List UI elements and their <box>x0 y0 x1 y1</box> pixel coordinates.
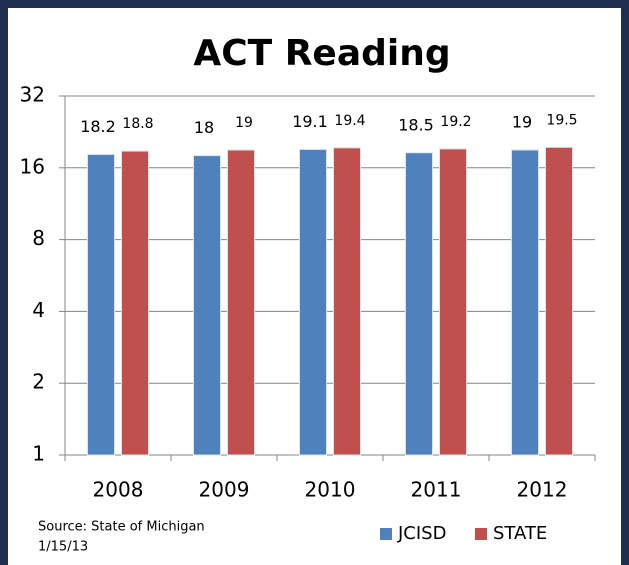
bar <box>227 149 255 456</box>
x-tick-label: 2012 <box>517 478 568 502</box>
source-text: Source: State of Michigan <box>38 520 205 535</box>
bar <box>511 149 539 456</box>
legend-swatch <box>475 528 487 540</box>
y-tick-label: 1 <box>32 442 45 466</box>
y-tick-label: 8 <box>32 226 45 250</box>
source-date: 1/15/13 <box>38 540 88 555</box>
value-label: 18.2 <box>80 117 116 136</box>
value-label: 19.2 <box>440 114 471 130</box>
bar <box>545 146 573 456</box>
bar <box>193 155 221 456</box>
value-label: 18 <box>194 118 214 137</box>
value-label: 18.8 <box>122 116 153 132</box>
bar <box>121 150 149 456</box>
chart-title: ACT Reading <box>193 33 450 74</box>
value-label: 19.4 <box>334 113 365 129</box>
bar <box>299 148 327 456</box>
y-tick-label: 16 <box>20 154 45 178</box>
bar <box>439 148 467 456</box>
value-label: 19.5 <box>546 112 577 128</box>
bar <box>333 147 361 456</box>
value-label: 18.5 <box>398 115 434 134</box>
bar <box>87 153 115 456</box>
y-tick-label: 32 <box>20 83 45 107</box>
x-tick-label: 2008 <box>93 478 144 502</box>
y-tick-label: 2 <box>32 370 45 394</box>
x-tick-label: 2010 <box>305 478 356 502</box>
legend-label: STATE <box>493 523 547 544</box>
bar <box>405 152 433 456</box>
value-label: 19 <box>512 112 532 131</box>
x-tick-label: 2009 <box>199 478 250 502</box>
value-label: 19 <box>235 115 253 131</box>
value-label: 19.1 <box>292 112 328 131</box>
x-tick-label: 2011 <box>411 478 462 502</box>
y-tick-label: 4 <box>32 298 45 322</box>
legend-label: JCISD <box>397 523 446 544</box>
legend-swatch <box>380 528 392 540</box>
